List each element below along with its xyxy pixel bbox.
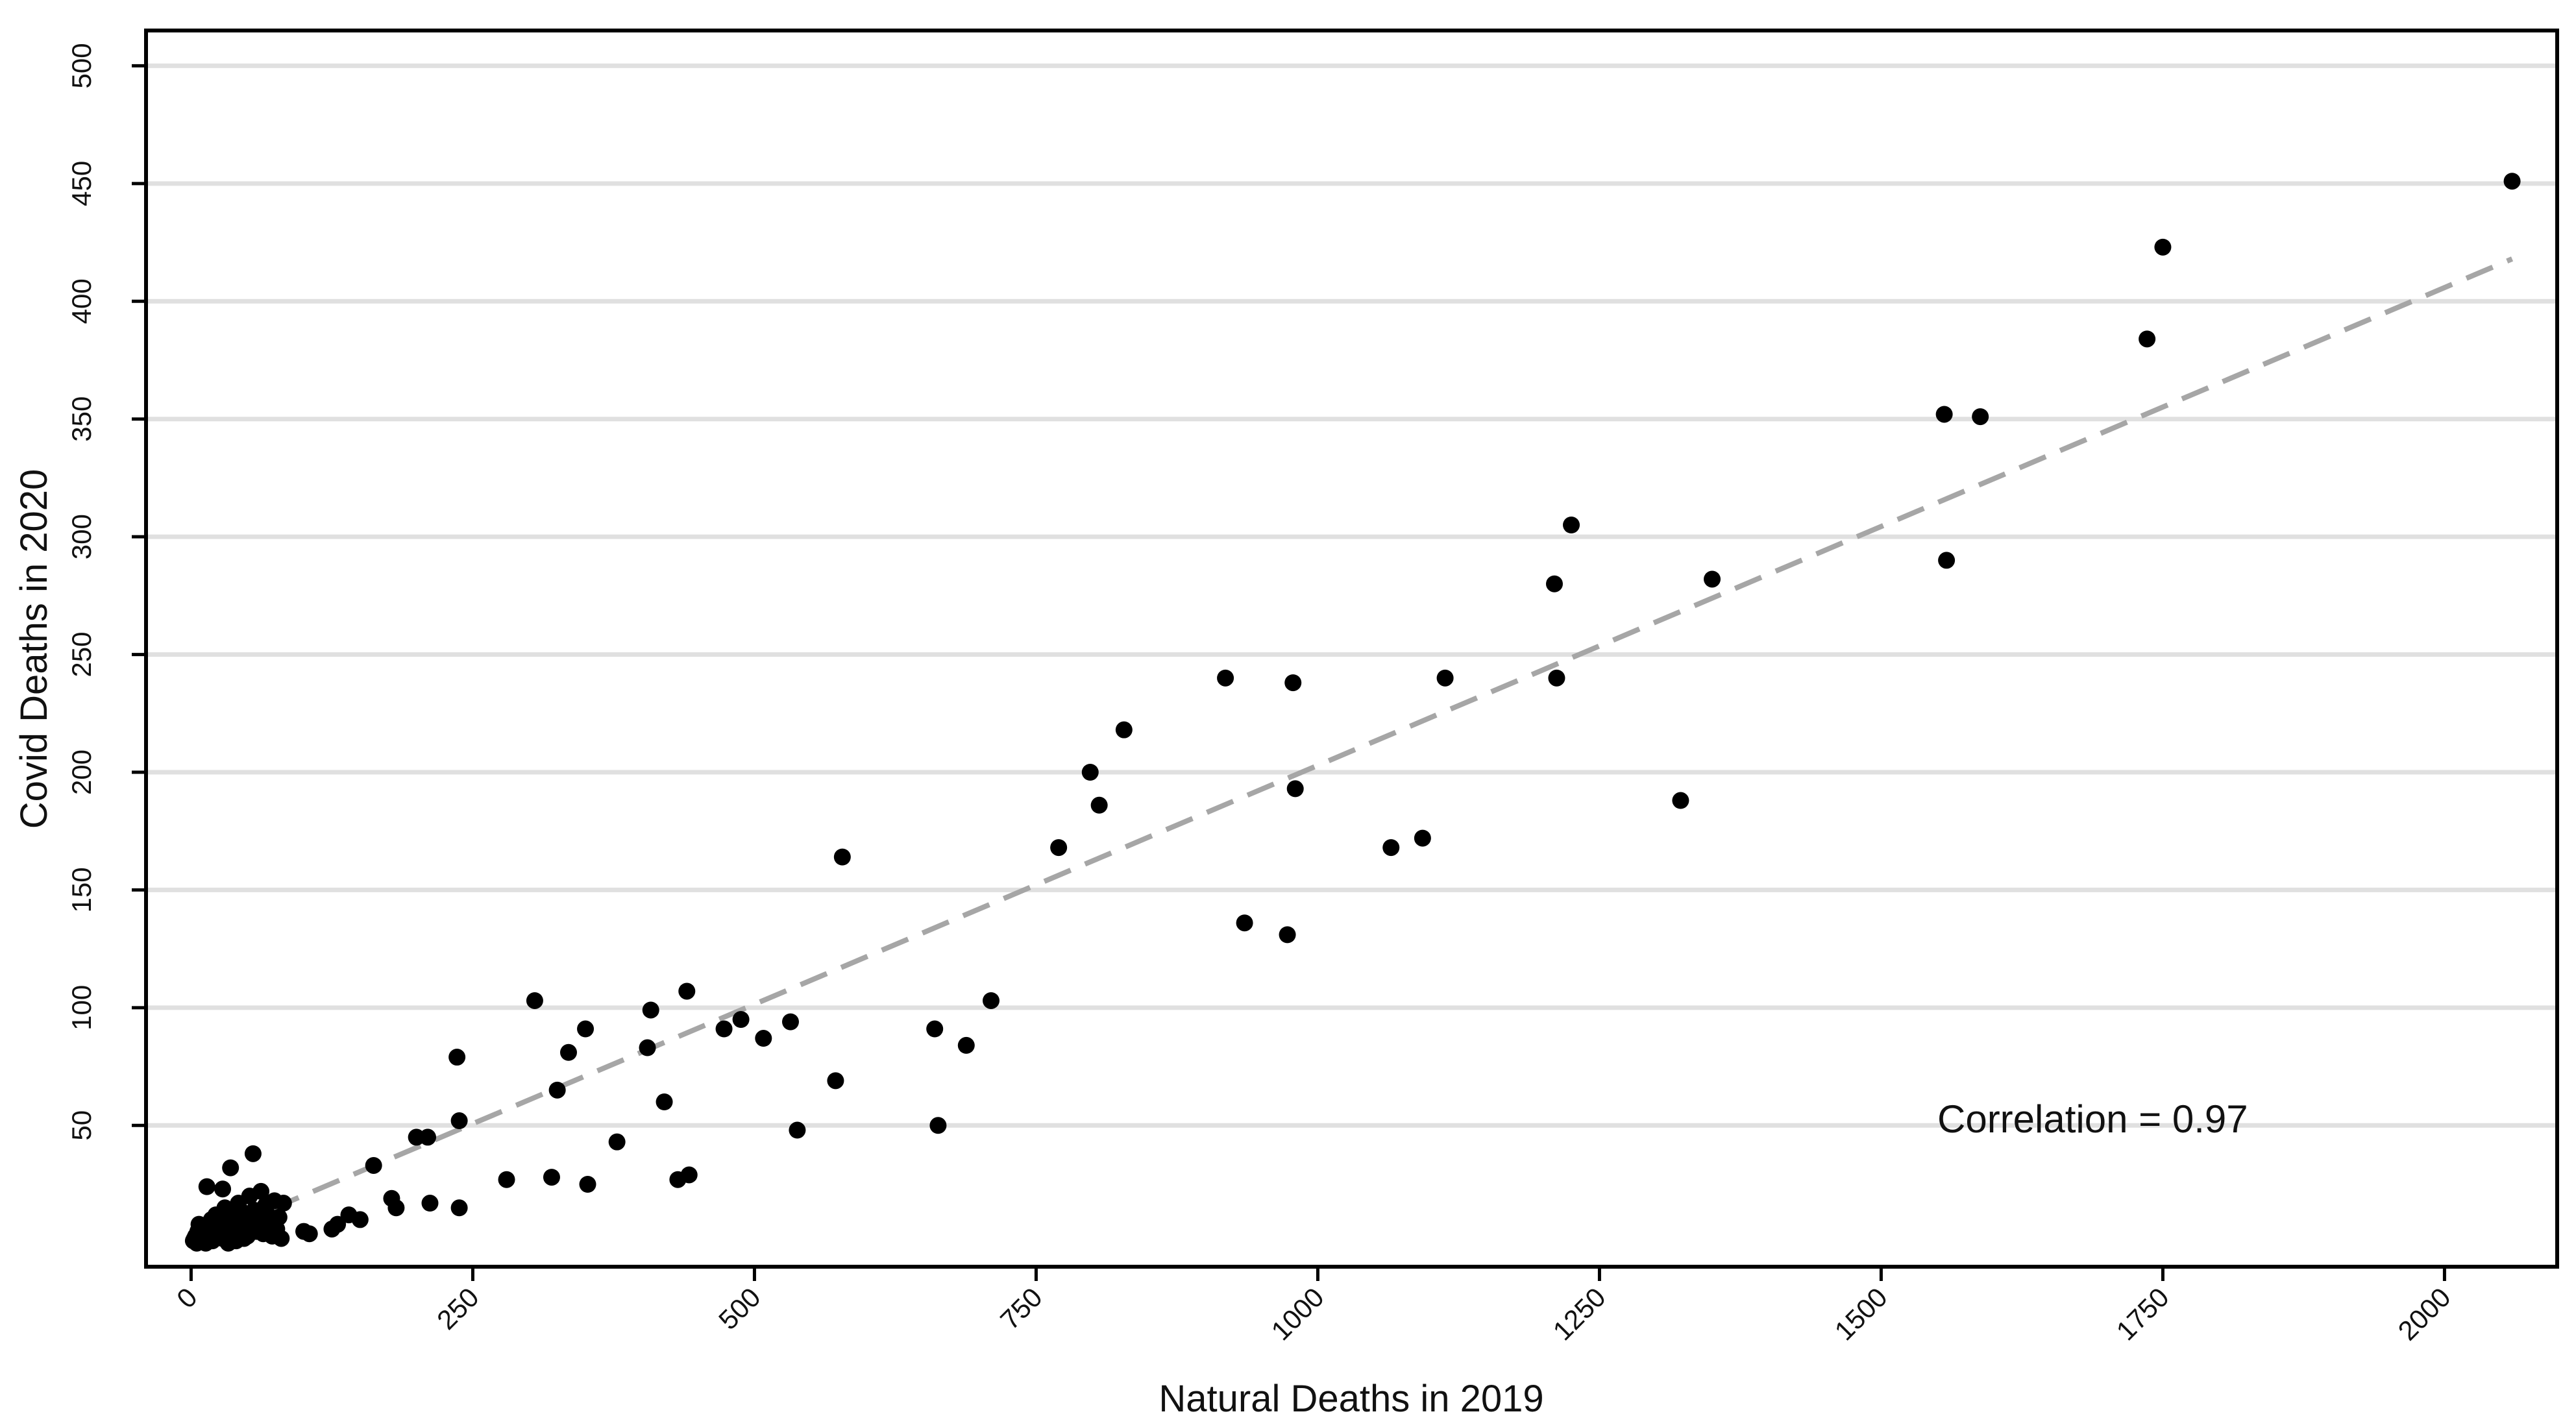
data-point bbox=[244, 1145, 262, 1162]
data-point bbox=[1382, 839, 1400, 857]
data-point bbox=[273, 1230, 290, 1247]
gridlines bbox=[148, 63, 2555, 1128]
data-point bbox=[301, 1225, 318, 1243]
data-point bbox=[1236, 914, 1253, 932]
data-point bbox=[1090, 796, 1108, 814]
data-point bbox=[929, 1117, 947, 1134]
data-point bbox=[926, 1020, 944, 1038]
data-point bbox=[577, 1020, 595, 1038]
data-point bbox=[236, 1230, 253, 1247]
data-point bbox=[656, 1093, 673, 1110]
data-point bbox=[351, 1211, 369, 1228]
x-axis-title: Natural Deaths in 2019 bbox=[1159, 1378, 1543, 1420]
data-point bbox=[678, 982, 696, 1000]
data-point bbox=[419, 1128, 436, 1146]
data-point bbox=[1545, 575, 1563, 592]
data-point bbox=[1284, 674, 1302, 692]
data-point bbox=[198, 1178, 215, 1195]
data-point bbox=[1704, 570, 1721, 588]
y-tick-label: 250 bbox=[66, 632, 97, 677]
data-point bbox=[275, 1195, 292, 1212]
data-point bbox=[781, 1013, 799, 1031]
data-point bbox=[548, 1081, 566, 1099]
y-tick-label: 100 bbox=[66, 985, 97, 1031]
data-point bbox=[608, 1133, 626, 1151]
data-point bbox=[1050, 839, 1068, 857]
data-point bbox=[450, 1112, 468, 1130]
data-point bbox=[448, 1049, 466, 1066]
data-point bbox=[1115, 721, 1133, 738]
data-point bbox=[1414, 829, 1431, 847]
data-point bbox=[2154, 238, 2172, 256]
data-point bbox=[222, 1159, 239, 1177]
data-point bbox=[1938, 552, 1956, 569]
y-tick-label: 450 bbox=[66, 161, 97, 206]
data-point bbox=[715, 1020, 733, 1038]
data-point bbox=[789, 1121, 806, 1139]
data-point bbox=[579, 1176, 596, 1193]
data-point bbox=[526, 992, 543, 1009]
trendline-layer bbox=[190, 256, 2514, 1246]
y-tick-label: 200 bbox=[66, 750, 97, 795]
y-tick-label: 500 bbox=[66, 43, 97, 88]
y-tick-label: 300 bbox=[66, 514, 97, 559]
data-point bbox=[543, 1169, 560, 1186]
data-point bbox=[365, 1156, 382, 1174]
data-point bbox=[1436, 669, 1454, 687]
data-point bbox=[755, 1030, 772, 1047]
data-point bbox=[498, 1171, 515, 1188]
data-point bbox=[387, 1199, 405, 1217]
data-point bbox=[1563, 517, 1580, 533]
data-point bbox=[559, 1043, 577, 1061]
data-point bbox=[1217, 669, 1234, 687]
data-point bbox=[252, 1182, 270, 1200]
data-point bbox=[732, 1011, 750, 1028]
data-point bbox=[1935, 406, 1953, 423]
data-point bbox=[219, 1234, 237, 1252]
y-tick-label: 150 bbox=[66, 867, 97, 912]
data-point bbox=[1672, 792, 1689, 809]
data-point bbox=[214, 1180, 232, 1198]
data-point bbox=[270, 1208, 288, 1226]
data-point bbox=[1279, 926, 1296, 944]
data-point bbox=[957, 1036, 975, 1054]
data-point bbox=[827, 1072, 844, 1090]
data-points bbox=[184, 173, 2521, 1252]
correlation-annotation: Correlation = 0.97 bbox=[1937, 1097, 2248, 1141]
data-point bbox=[329, 1215, 347, 1233]
y-tick-label: 350 bbox=[66, 396, 97, 442]
data-point bbox=[680, 1166, 698, 1184]
data-point bbox=[639, 1039, 656, 1056]
y-tick-label: 400 bbox=[66, 278, 97, 324]
data-point bbox=[2139, 330, 2156, 348]
data-point bbox=[642, 1001, 659, 1019]
trendline bbox=[190, 256, 2514, 1246]
data-point bbox=[982, 992, 1000, 1009]
y-axis-title: Covid Deaths in 2020 bbox=[13, 469, 55, 829]
plot-frame bbox=[144, 29, 2559, 1269]
data-point bbox=[833, 848, 851, 866]
data-point bbox=[450, 1199, 468, 1217]
data-point bbox=[421, 1195, 439, 1212]
data-point bbox=[1286, 780, 1304, 798]
data-point bbox=[1548, 669, 1565, 687]
y-tick-label: 50 bbox=[66, 1110, 97, 1141]
data-point bbox=[2503, 173, 2521, 190]
data-point bbox=[1081, 764, 1099, 781]
data-point bbox=[1972, 408, 1989, 426]
